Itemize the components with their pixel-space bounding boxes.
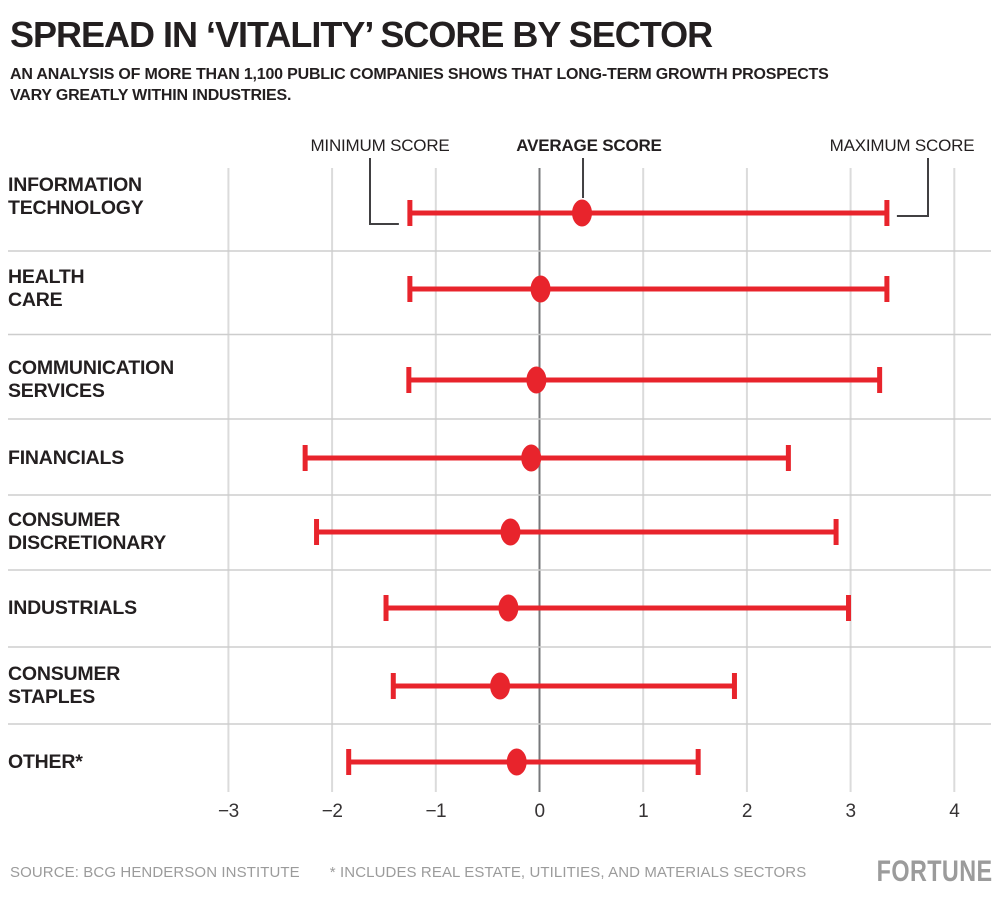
average-dot-financials — [521, 444, 542, 472]
average-dot-industrials — [498, 594, 519, 622]
maximum-score-annotation: MAXIMUM SCORE — [829, 136, 975, 155]
range-bar-industrials — [386, 605, 849, 611]
max-cap-consumer-discretionary — [833, 519, 839, 545]
footer: SOURCE: BCG HENDERSON INSTITUTE * INCLUD… — [10, 864, 806, 881]
range-bar-information-technology — [409, 210, 887, 216]
min-cap-consumer-staples — [390, 673, 396, 699]
average-dot-consumer-staples — [490, 672, 511, 700]
min-cap-consumer-discretionary — [314, 519, 320, 545]
min-cap-financials — [302, 445, 308, 471]
min-cap-industrials — [383, 595, 389, 621]
subtitle-line-2: VARY GREATLY WITHIN INDUSTRIES. — [10, 87, 292, 104]
max-cap-communication-services — [877, 367, 883, 393]
range-bar-health-care — [409, 286, 887, 292]
min-cap-health-care — [407, 276, 413, 302]
average-score-annotation: AVERAGE SCORE — [516, 136, 662, 155]
range-bar-communication-services — [408, 377, 880, 383]
average-dot-consumer-discretionary — [500, 518, 521, 546]
min-cap-other — [346, 749, 352, 775]
average-dot-information-technology — [572, 199, 593, 227]
max-cap-other — [695, 749, 701, 775]
max-cap-health-care — [884, 276, 890, 302]
min-cap-information-technology — [407, 200, 413, 226]
average-dot-communication-services — [526, 366, 547, 394]
source-credit: SOURCE: BCG HENDERSON INSTITUTE — [10, 864, 300, 881]
average-dot-health-care — [530, 275, 551, 303]
footnote: * INCLUDES REAL ESTATE, UTILITIES, AND M… — [329, 864, 807, 881]
subtitle-line-1: AN ANALYSIS OF MORE THAN 1,100 PUBLIC CO… — [10, 66, 829, 83]
minimum-score-annotation: MINIMUM SCORE — [310, 136, 450, 155]
fortune-logo: FORTUNE — [876, 855, 992, 888]
max-cap-financials — [785, 445, 791, 471]
min-cap-communication-services — [406, 367, 412, 393]
maximum-leader-line — [896, 158, 929, 217]
max-cap-consumer-staples — [731, 673, 737, 699]
average-dot-other — [506, 748, 527, 776]
max-cap-information-technology — [884, 200, 890, 226]
minimum-leader-line — [369, 158, 399, 225]
range-bar-consumer-staples — [393, 683, 735, 689]
range-bar-consumer-discretionary — [316, 529, 837, 535]
page-title: SPREAD IN ‘VITALITY’ SCORE BY SECTOR — [10, 14, 713, 55]
max-cap-industrials — [846, 595, 852, 621]
chart-subtitle: AN ANALYSIS OF MORE THAN 1,100 PUBLIC CO… — [10, 64, 829, 106]
range-bar-financials — [305, 455, 789, 461]
